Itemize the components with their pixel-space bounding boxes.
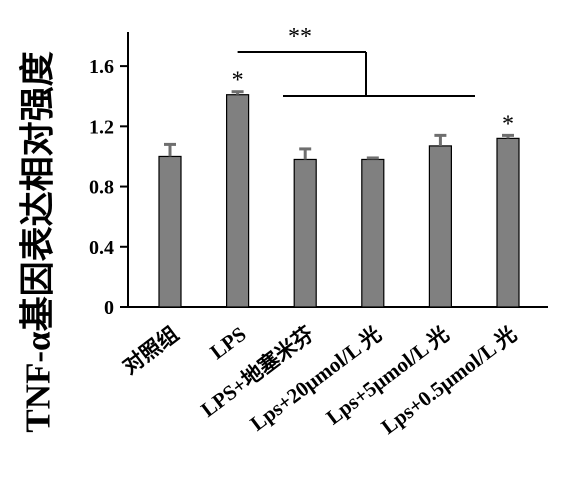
bar xyxy=(361,158,385,308)
significance-star: * xyxy=(502,111,514,137)
bar xyxy=(226,94,250,308)
x-category-label: 对照组 xyxy=(118,322,183,379)
x-category-label: LPS xyxy=(205,322,250,364)
y-tick-label: 1.6 xyxy=(89,56,114,78)
bar xyxy=(293,158,317,308)
bar xyxy=(158,155,182,308)
y-tick-label: 1.2 xyxy=(89,116,114,138)
bracket-significance-label: ** xyxy=(288,24,312,50)
y-tick-label: 0 xyxy=(104,297,114,319)
bar xyxy=(496,137,520,308)
bar xyxy=(428,145,452,308)
y-tick-label: 0.8 xyxy=(89,177,114,199)
significance-star: * xyxy=(232,68,244,94)
y-tick-label: 0.4 xyxy=(89,237,114,259)
